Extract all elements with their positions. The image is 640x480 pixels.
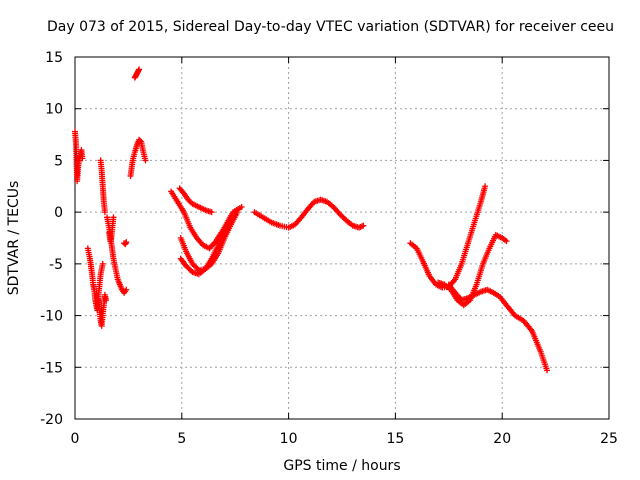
y-tick-label: -10 [40, 309, 63, 325]
y-tick-label: 10 [45, 102, 63, 118]
grid-layer [75, 57, 609, 419]
points-layer [72, 66, 551, 374]
x-tick-label: 20 [493, 431, 511, 447]
data-point [137, 137, 144, 144]
y-tick-label: -5 [49, 257, 63, 273]
data-point [99, 260, 106, 267]
data-point [123, 286, 130, 293]
y-tick-label: -20 [40, 412, 63, 428]
chart-title: Day 073 of 2015, Sidereal Day-to-day VTE… [47, 19, 614, 35]
data-point [238, 203, 245, 210]
data-point [79, 155, 86, 162]
data-point [123, 239, 130, 246]
data-point [102, 297, 109, 304]
plot-frame [74, 56, 610, 420]
data-point [142, 157, 149, 164]
data-point [110, 214, 117, 221]
x-tick-label: 5 [177, 431, 186, 447]
data-point [234, 209, 241, 216]
data-point [358, 223, 365, 230]
data-point [360, 222, 367, 229]
data-point [227, 219, 234, 226]
y-tick-label: -15 [40, 360, 63, 376]
data-point [482, 183, 489, 190]
data-point [503, 238, 510, 245]
y-tick-label: 0 [54, 205, 63, 221]
x-tick-label: 15 [386, 431, 404, 447]
y-tick-label: 5 [54, 153, 63, 169]
y-tick-label: 15 [45, 50, 63, 66]
data-point [357, 223, 364, 230]
x-tick-label: 25 [600, 431, 618, 447]
x-tick-label: 10 [280, 431, 298, 447]
data-point [101, 209, 108, 216]
x-axis-label: GPS time / hours [283, 458, 400, 474]
data-point [544, 367, 551, 374]
y-axis-label: SDTVAR / TECUs [6, 181, 22, 296]
data-point [208, 209, 215, 216]
x-tick-label: 0 [71, 431, 80, 447]
ticks-layer: 0 5 10 15 20 25 -20 -15 -10 -5 0 5 10 15 [40, 50, 618, 447]
data-point [136, 66, 143, 73]
